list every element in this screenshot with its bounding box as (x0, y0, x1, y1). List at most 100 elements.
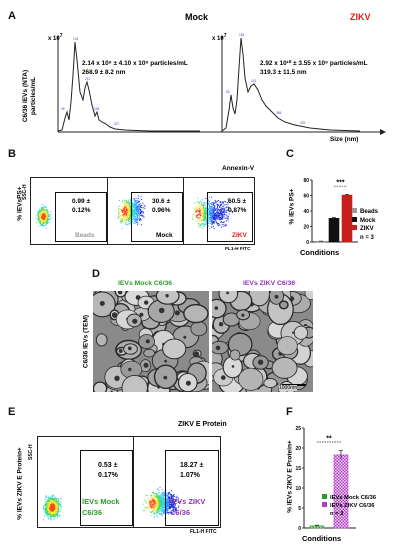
significance-stars: ** (326, 436, 332, 443)
facs-gate-e-zikv (165, 450, 219, 526)
panel-e-label: E (8, 406, 16, 418)
panel-f-legend: lEVs Mock C6/36 lEVs ZIKV C6/36 n = 3 (322, 494, 376, 518)
panel-e-xaxis: FL1-H FITC (190, 529, 217, 535)
panel-a-yexp: x 107 (48, 33, 63, 42)
facs-gate-zikv (207, 192, 253, 242)
legend-item-beads: Beads (352, 208, 378, 217)
facs-plot-zikv (183, 177, 255, 245)
svg-text:248: 248 (94, 107, 100, 111)
facs-gate-beads (55, 192, 107, 242)
panel-f-label: F (286, 406, 293, 418)
panel-d-title-mock: lEVs Mock C6/36 (118, 280, 173, 287)
panel-c-xlabel: Conditions (300, 248, 340, 257)
y-tick-label: 0 (298, 526, 301, 532)
panel-d-title-zikv: lEVs ZIKV C6/36 (243, 280, 296, 287)
y-tick-label: 20 (303, 224, 309, 230)
panel-a-mock-title: Mock (185, 12, 209, 22)
y-tick-label: 10 (295, 486, 301, 492)
zikv-size-distribution (221, 37, 361, 132)
panel-e-yaxis: SSC-H (28, 444, 34, 460)
panel-a-mock-stats: 2.14 x 10⁹ ± 4.10 x 10⁸ particles/mL 268.… (82, 60, 188, 76)
tem-image-mock (93, 291, 209, 392)
y-tick-label: 0 (306, 240, 309, 246)
y-tick-label: 15 (295, 466, 301, 472)
y-tick-label: 5 (298, 506, 301, 512)
legend-swatch-zikv (352, 225, 357, 230)
tem-cells-mock (93, 291, 209, 392)
facs-plot-mock (107, 177, 185, 245)
panel-b-xaxis: FL1-H FITC (225, 247, 251, 252)
panel-f-chart: 0 5 10 15 20 25 ** (295, 426, 356, 532)
panel-c-chart: 0 20 40 60 80 *** (303, 178, 358, 246)
tem-cells-zikv (212, 291, 313, 392)
svg-text:243: 243 (251, 79, 257, 83)
facs-value-e-zikv: 18.27 ± 1.07% (180, 462, 204, 479)
facs-name-zikv: ZIKV (232, 232, 247, 239)
facs-scatter-beads (35, 204, 52, 229)
facs-scatter-e-zikv (142, 486, 181, 520)
svg-text:327: 327 (114, 122, 120, 126)
panel-f-xlabel: Conditions (302, 534, 342, 543)
facs-gate-mock (131, 192, 183, 242)
panel-c-ylabel: % lEVs PS+ (288, 188, 296, 225)
panel-a-zikv-title: ZIKV (350, 12, 371, 22)
panel-a-ylabel: C6/36 lEVs (NTA) particles/mL (22, 69, 37, 123)
tem-scale-label: 1000nm (279, 385, 298, 391)
significance-stars: *** (336, 180, 344, 187)
panel-a-xlabel: Size (nm) (330, 136, 359, 143)
y-tick-label: 80 (303, 178, 309, 184)
legend-swatch-zikv-c636 (322, 502, 327, 507)
svg-text:48: 48 (61, 107, 65, 111)
bar-mock (328, 217, 340, 243)
panel-c-label: C (286, 148, 294, 160)
panel-b-label: B (8, 148, 16, 160)
y-tick-label: 25 (295, 426, 301, 432)
legend-item-zikv-c636: lEVs ZIKV C6/36 (322, 502, 376, 510)
facs-plot-e-zikv (133, 436, 221, 528)
panel-e-marker: ZIKV E Protein (178, 421, 227, 428)
y-tick-label: 60 (303, 193, 309, 199)
facs-value-zikv: 60.5 ± 0.87% (228, 198, 247, 214)
facs-value-e-mock: 0.53 ± 0.17% (98, 462, 118, 479)
panel-c-legend: Beads Mock ZIKV n = 3 (352, 208, 378, 242)
legend-swatch-mock (352, 216, 357, 222)
panel-a-nta-plot: 134 48 212 248 327 155 55 243 365 429 (57, 33, 386, 135)
y-tick-label: 20 (295, 446, 301, 452)
panel-b-yaxis: SSC-H (22, 184, 28, 200)
legend-n-f: n = 3 (330, 511, 344, 517)
panel-d-label: D (92, 268, 100, 280)
legend-swatch-mock-c636 (322, 494, 327, 499)
svg-text:55: 55 (226, 90, 230, 94)
svg-text:155: 155 (239, 33, 245, 37)
y-tick-label: 40 (303, 209, 309, 215)
bar-zikv (341, 194, 353, 243)
panel-a-yexp-right: x 107 (212, 33, 227, 42)
facs-name-mock: Mock (156, 232, 173, 239)
legend-item-zikv: ZIKV (352, 225, 378, 234)
facs-plot-beads (30, 177, 109, 245)
legend-item-mock: Mock (352, 216, 378, 226)
svg-text:212: 212 (85, 77, 91, 81)
svg-text:365: 365 (276, 111, 282, 115)
legend-n: n = 3 (360, 234, 374, 241)
panel-b-marker: Annexin-V (222, 165, 255, 172)
legend-swatch-beads (352, 208, 357, 213)
facs-value-beads: 0.99 ± 0.12% (72, 198, 91, 214)
panel-a-zikv-stats: 2.92 x 10¹⁰ ± 3.55 x 10⁹ particles/mL 319… (260, 60, 368, 76)
facs-scatter-e-mock (42, 494, 62, 521)
facs-value-mock: 30.6 ± 0.96% (152, 198, 171, 214)
legend-item-mock-c636: lEVs Mock C6/36 (322, 494, 376, 502)
facs-name-e-zikv: lEVs ZIKV C6/36 (170, 497, 206, 517)
panel-a-label: A (8, 10, 16, 22)
facs-name-e-mock: lEVs Mock C6/36 (82, 497, 120, 517)
facs-scatter-mock (117, 195, 146, 229)
panel-e-ylabel: % lEVs ZIKV E Protein+ (16, 447, 24, 520)
svg-text:134: 134 (73, 37, 79, 41)
svg-text:429: 429 (300, 121, 306, 125)
facs-name-beads: Beads (75, 232, 95, 239)
facs-plot-e-mock (37, 436, 135, 528)
tem-image-zikv (212, 291, 313, 392)
panel-d-ylabel: C6/36 lEVs (TEM) (82, 314, 90, 369)
facs-gate-e-mock (80, 450, 133, 526)
mock-size-distribution (57, 41, 200, 132)
